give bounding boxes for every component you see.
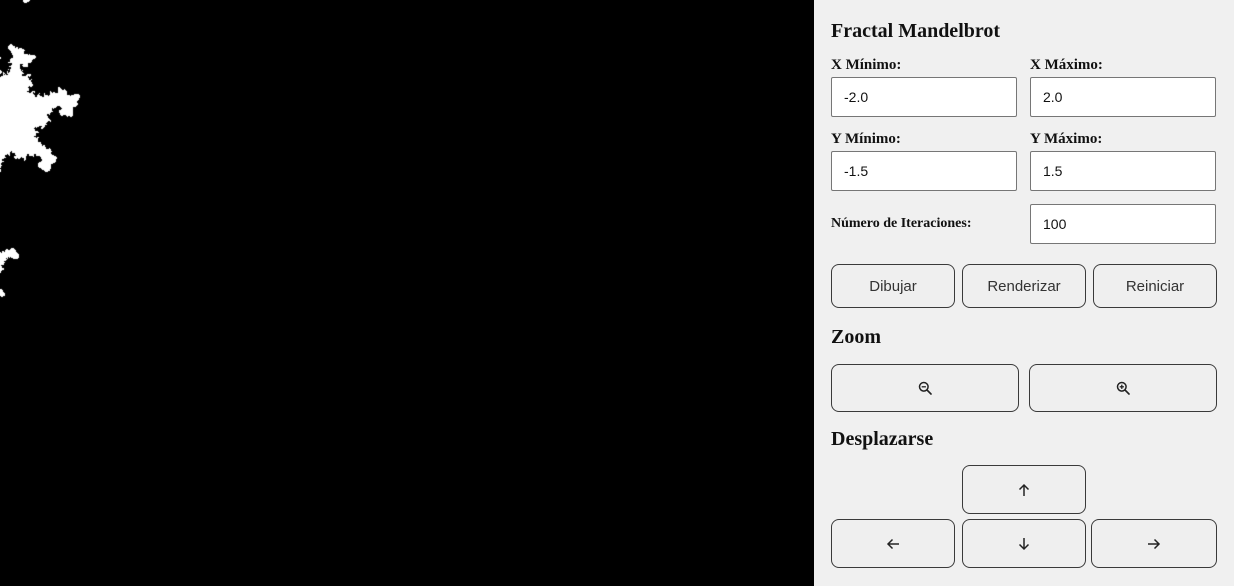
x-max-label: X Máximo: (1030, 57, 1103, 73)
arrow-down-icon (1017, 537, 1031, 551)
x-min-label: X Mínimo: (831, 57, 902, 73)
x-max-input[interactable] (1030, 77, 1216, 117)
zoom-out-button[interactable] (831, 364, 1019, 412)
iterations-label: Número de Iteraciones: (831, 216, 972, 231)
iterations-input[interactable] (1030, 204, 1216, 244)
zoom-out-icon (918, 381, 932, 395)
pan-up-button[interactable] (962, 465, 1086, 514)
y-max-input[interactable] (1030, 151, 1216, 191)
y-min-label: Y Mínimo: (831, 131, 901, 147)
pan-right-button[interactable] (1091, 519, 1217, 568)
render-button[interactable]: Renderizar (962, 264, 1086, 308)
arrow-left-icon (886, 537, 900, 551)
x-min-input[interactable] (831, 77, 1017, 117)
panel-title: Fractal Mandelbrot (831, 20, 1001, 42)
control-panel: Fractal Mandelbrot X Mínimo: X Máximo: Y… (814, 0, 1234, 586)
arrow-up-icon (1017, 483, 1031, 497)
pan-down-button[interactable] (962, 519, 1086, 568)
y-max-label: Y Máximo: (1030, 131, 1103, 147)
fractal-canvas[interactable] (0, 0, 814, 586)
reset-button[interactable]: Reiniciar (1093, 264, 1217, 308)
pan-title: Desplazarse (831, 428, 934, 450)
y-min-input[interactable] (831, 151, 1017, 191)
arrow-right-icon (1147, 537, 1161, 551)
zoom-in-icon (1116, 381, 1130, 395)
zoom-in-button[interactable] (1029, 364, 1217, 412)
zoom-title: Zoom (831, 326, 881, 348)
pan-left-button[interactable] (831, 519, 955, 568)
draw-button[interactable]: Dibujar (831, 264, 955, 308)
